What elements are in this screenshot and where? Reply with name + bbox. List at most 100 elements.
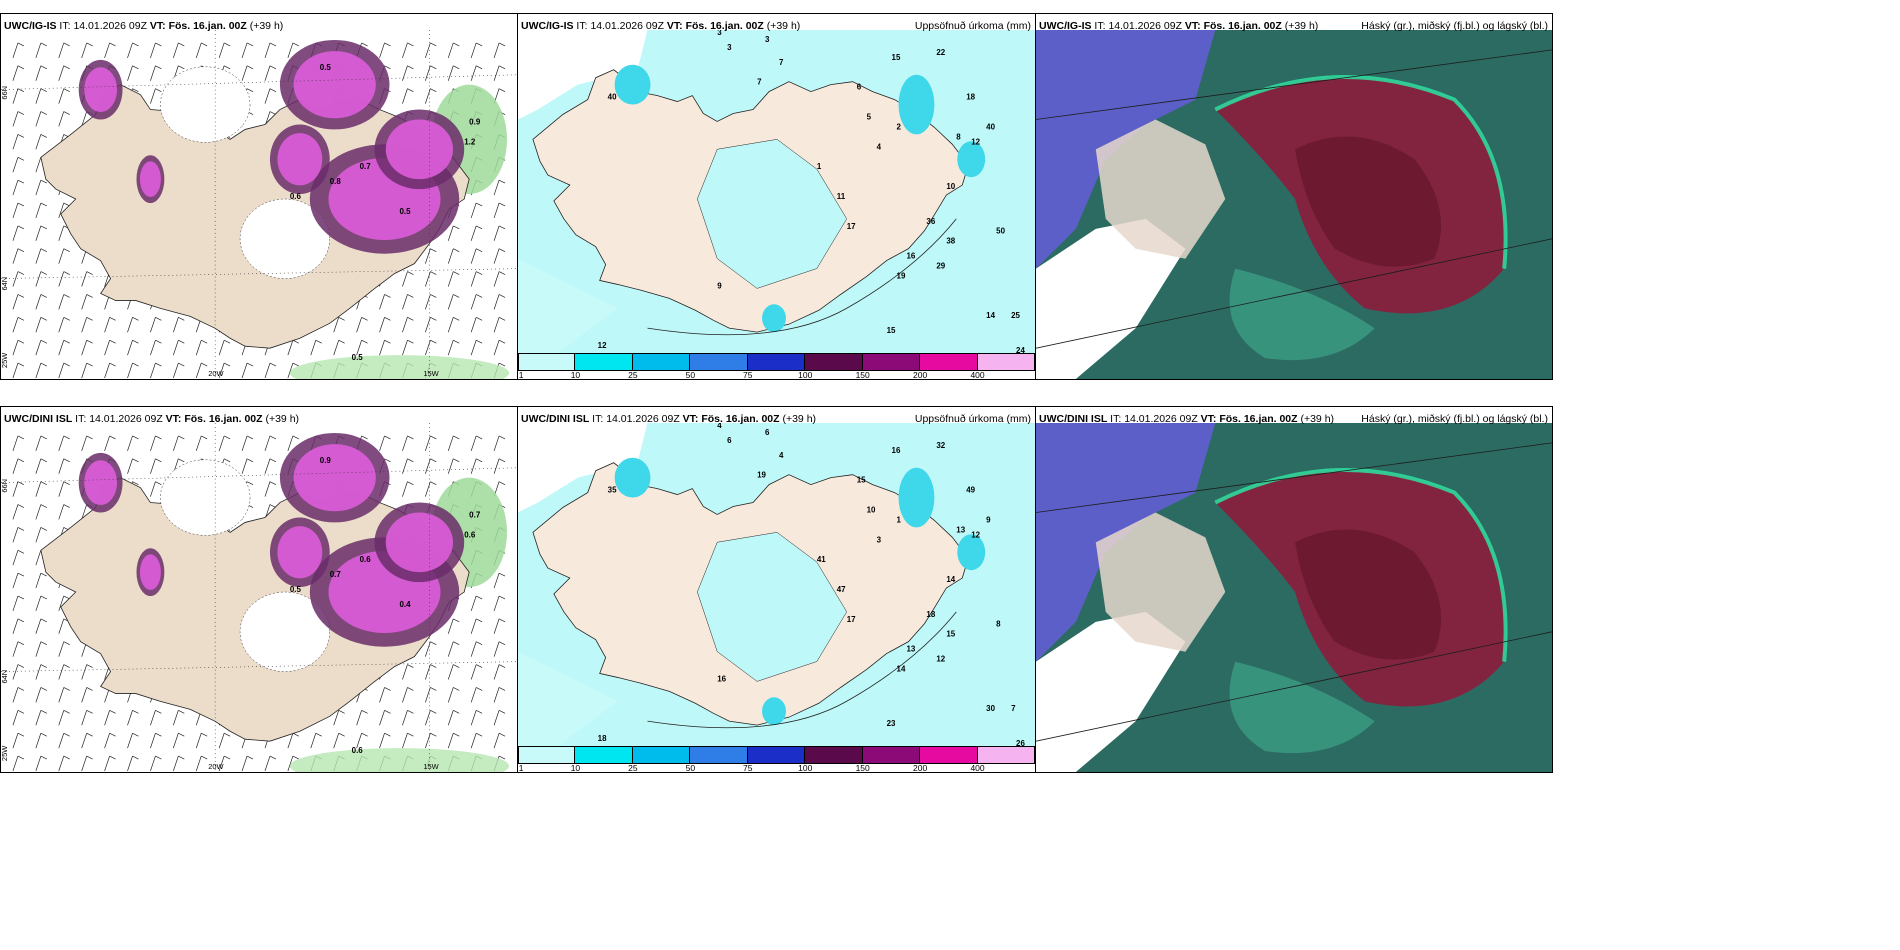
precip-value-label: 23 — [887, 719, 896, 728]
wind-barb — [447, 664, 460, 680]
wind-barb — [12, 248, 25, 264]
wind-barb — [150, 732, 162, 749]
precip-value-label: 4 — [779, 451, 784, 460]
colorbar-label: 100 — [798, 370, 813, 380]
wind-barb — [218, 42, 231, 58]
wind-barb — [264, 42, 277, 58]
wind-barb — [127, 339, 139, 356]
wind-barb — [287, 339, 300, 356]
wind-barb — [447, 435, 460, 451]
lon-label: 20W — [208, 762, 224, 771]
wind-barb — [35, 710, 47, 726]
wind-barb — [127, 65, 139, 81]
lead-time: (+39 h) — [1284, 20, 1319, 32]
precip-value-label: 18 — [598, 734, 607, 743]
precip-value-label: 12 — [971, 137, 980, 146]
wind-barb — [425, 42, 437, 58]
wind-barb — [58, 42, 70, 58]
wind-barb — [35, 65, 47, 81]
wind-barb — [12, 339, 25, 356]
vt-value: Fös. 16.jan. 00Z — [184, 413, 263, 425]
colorbar-swatch — [977, 746, 1035, 764]
precip-value-label: 12 — [936, 655, 945, 664]
wind-barb — [470, 339, 483, 356]
wind-barb — [35, 435, 47, 451]
ice-value-label: 0.5 — [399, 207, 411, 216]
wind-barb — [12, 710, 25, 726]
wind-barb — [12, 65, 25, 81]
colorbar-swatch — [747, 353, 806, 371]
wind-barb — [81, 710, 93, 726]
icing-area-inner — [277, 526, 323, 579]
wind-barb — [493, 65, 506, 81]
icing-area-inner — [385, 119, 453, 180]
mid-cloud-core — [1294, 136, 1442, 267]
precip-value-label: 11 — [837, 192, 846, 201]
wind-barb — [12, 42, 25, 58]
colorbar-label: 75 — [743, 763, 753, 773]
colorbar-label: 150 — [855, 370, 870, 380]
precip-value-label: 26 — [1016, 739, 1025, 746]
wind-barb — [35, 481, 47, 497]
precip-value-label: 18 — [966, 93, 975, 102]
wind-barb — [12, 527, 25, 543]
wind-barb — [241, 65, 254, 81]
colorbar-label: 100 — [798, 763, 813, 773]
precip-value-label: 25 — [1011, 311, 1020, 320]
wind-barb — [493, 732, 506, 749]
ice-value-label: 0.9 — [469, 117, 481, 126]
wind-barb — [58, 687, 70, 703]
mid-cloud-core — [1294, 529, 1442, 660]
wind-barb — [12, 572, 25, 589]
wind-barb — [493, 42, 506, 58]
wind-barb — [173, 710, 185, 726]
wind-barb — [35, 248, 47, 264]
precip-value-label: 14 — [986, 311, 995, 320]
graticule-line — [1036, 49, 1552, 120]
wind-barb — [35, 458, 47, 474]
wind-barb — [150, 65, 162, 81]
colorbar-swatch — [575, 353, 633, 371]
precip-contour — [647, 218, 957, 336]
precip-title: Uppsöfnuð úrkoma (mm) — [914, 20, 1031, 32]
precip-value-label: 13 — [956, 525, 965, 534]
wind-barb — [58, 710, 70, 726]
colorbar-swatch — [805, 746, 863, 764]
wind-barb — [447, 339, 460, 356]
wind-barb — [425, 641, 437, 657]
wind-barb — [35, 225, 47, 241]
precip-value-label: 8 — [996, 620, 1001, 629]
wind-barb — [173, 435, 185, 451]
precip-value-label: 16 — [717, 674, 726, 683]
it-value: 14.01.2026 09Z — [606, 413, 680, 425]
wind-barb — [12, 225, 25, 241]
wind-barb — [12, 294, 25, 310]
wind-barb — [35, 179, 47, 196]
wind-barb — [425, 458, 437, 474]
ice-value-label: 0.6 — [360, 555, 372, 564]
colorbar-swatch — [805, 353, 863, 371]
ice-value-label: 0.7 — [330, 570, 342, 579]
wind-barb — [35, 362, 47, 379]
wind-barb — [264, 435, 277, 451]
precip-area-medium — [957, 141, 986, 178]
cloud-map-panel-row2: UWC/DINI ISL IT: 14.01.2026 09Z VT: Fös.… — [1035, 406, 1553, 773]
wind-barb — [150, 362, 162, 379]
colorbar-label: 25 — [628, 370, 638, 380]
colorbar-label: 50 — [685, 370, 696, 380]
wind-barb — [470, 435, 483, 451]
wind-barb — [470, 225, 483, 241]
wind-barb — [379, 435, 391, 451]
wind-barb — [493, 294, 506, 310]
wind-barb — [173, 42, 185, 58]
wind-barb — [35, 339, 47, 356]
panel-header: UWC/IG-IS IT: 14.01.2026 09Z VT: Fös. 16… — [1039, 18, 1548, 34]
precip-value-label: 15 — [946, 630, 955, 639]
wind-barb — [104, 317, 116, 333]
wind-barb — [35, 618, 47, 634]
wind-barb — [425, 435, 437, 451]
wind-barb — [493, 710, 506, 726]
icing-area-inner — [385, 512, 453, 573]
lat-label: 66N — [1, 86, 9, 100]
sea-ice-green — [289, 355, 509, 379]
